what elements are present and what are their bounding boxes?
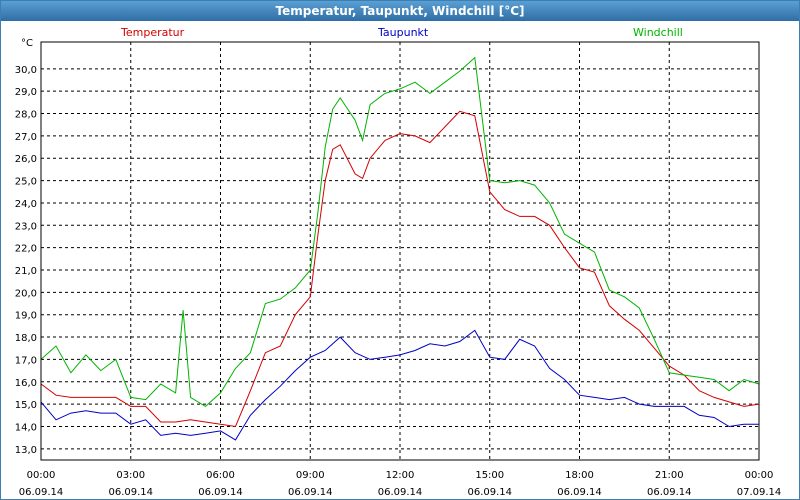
x-tick-date-label: 06.09.14: [647, 487, 692, 498]
x-tick-date-label: 06.09.14: [198, 487, 243, 498]
y-tick-label: 16,0: [15, 378, 37, 389]
series-line-windchill: [40, 56, 760, 408]
x-tick-date-label: 06.09.14: [19, 487, 64, 498]
y-tick-label: 27,0: [15, 132, 37, 143]
y-tick-label: 20,0: [15, 288, 37, 299]
x-tick-time-label: 00:00: [745, 470, 774, 481]
y-tick-label: 23,0: [15, 221, 37, 232]
y-tick-label: 15,0: [15, 400, 37, 411]
y-tick-label: 30,0: [15, 65, 37, 76]
y-tick-label: 13,0: [15, 445, 37, 456]
x-tick-time-label: 09:00: [296, 470, 325, 481]
x-tick-time-label: 18:00: [565, 470, 594, 481]
y-tick-label: 26,0: [15, 154, 37, 165]
x-tick-date-label: 06.09.14: [378, 487, 423, 498]
y-tick-label: 19,0: [15, 311, 37, 322]
y-tick-label: 21,0: [15, 266, 37, 277]
y-tick-label: 24,0: [15, 199, 37, 210]
window-title: Temperatur, Taupunkt, Windchill [°C]: [1, 1, 799, 21]
legend-windchill: Windchill: [633, 26, 683, 39]
y-tick-label: 18,0: [15, 333, 37, 344]
y-tick-label: 14,0: [15, 422, 37, 433]
x-tick-time-label: 15:00: [475, 470, 504, 481]
x-tick-date-label: 06.09.14: [467, 487, 512, 498]
x-tick-date-label: 06.09.14: [288, 487, 333, 498]
legend-temperatur: Temperatur: [121, 26, 185, 39]
series-line-temperatur: [40, 110, 760, 428]
x-tick-time-label: 00:00: [27, 470, 56, 481]
y-tick-label: 28,0: [15, 110, 37, 121]
x-tick-time-label: 06:00: [206, 470, 235, 481]
x-tick-date-label: 06.09.14: [557, 487, 602, 498]
x-tick-time-label: 03:00: [116, 470, 145, 481]
x-tick-date-label: 06.09.14: [108, 487, 153, 498]
y-tick-label: 29,0: [15, 87, 37, 98]
series-line-taupunkt: [40, 329, 759, 441]
x-tick-date-label: 07.09.14: [737, 487, 782, 498]
plot-frame: [40, 41, 760, 461]
y-tick-label: 22,0: [15, 244, 37, 255]
x-tick-time-label: 21:00: [655, 470, 684, 481]
y-tick-label: 17,0: [15, 355, 37, 366]
y-axis-unit: °C: [21, 38, 33, 49]
y-tick-label: 25,0: [15, 177, 37, 188]
x-tick-time-label: 12:00: [386, 470, 415, 481]
legend-taupunkt: Taupunkt: [378, 26, 429, 39]
